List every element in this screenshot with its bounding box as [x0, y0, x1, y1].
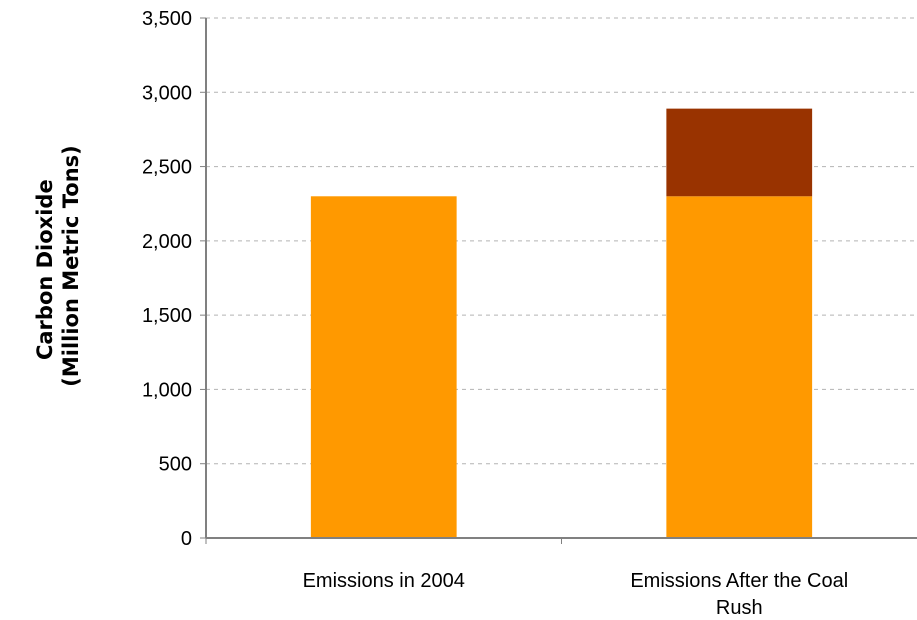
y-tick-label-1: 500: [159, 454, 192, 476]
x-category-label-1-line-0: Emissions After the Coal: [630, 570, 848, 592]
y-tick-label-0: 0: [181, 528, 192, 550]
y-tick-label-2: 1,000: [142, 379, 192, 401]
y-tick-label-7: 3,500: [142, 8, 192, 30]
y-tick-labels: 0 500 1,000 1,500 2,000 2,500 3,000 3,500: [142, 8, 192, 550]
axes: [200, 17, 917, 544]
x-category-label-0-line-0: Emissions in 2004: [303, 570, 465, 592]
x-category-labels: Emissions in 2004 Emissions After the Coa…: [303, 570, 849, 619]
y-axis-label-line-1: Carbon Dioxide: [33, 179, 57, 360]
x-category-label-1-line-1: Rush: [716, 597, 763, 619]
bars: [310, 108, 813, 539]
bar-cat1-series0: [666, 196, 813, 539]
y-tick-label-5: 2,500: [142, 157, 192, 179]
y-axis-label: Carbon Dioxide (Million Metric Tons): [33, 145, 83, 386]
x-category-label-0: Emissions in 2004: [303, 570, 465, 592]
bar-cat0-series0: [310, 196, 457, 539]
y-tick-label-4: 2,000: [142, 231, 192, 253]
x-category-label-1: Emissions After the Coal Rush: [630, 570, 848, 619]
y-tick-label-3: 1,500: [142, 305, 192, 327]
y-axis-label-line-2: (Million Metric Tons): [59, 145, 83, 386]
bar-cat1-series1: [666, 108, 813, 197]
y-tick-label-6: 3,000: [142, 82, 192, 104]
